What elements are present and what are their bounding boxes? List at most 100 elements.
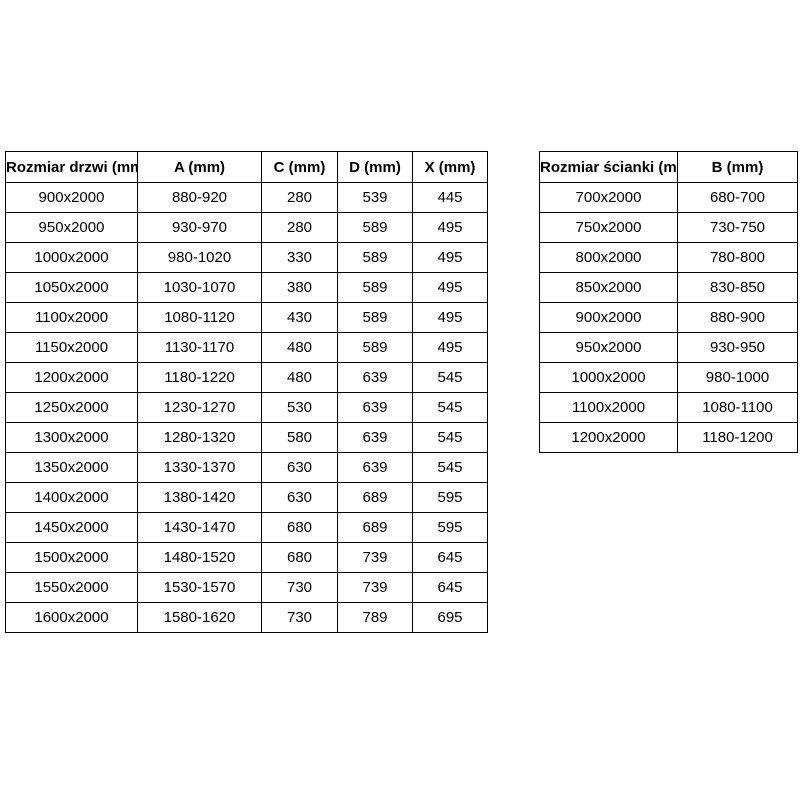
table-cell: 739 [337,572,413,603]
table-cell: 900x2000 [5,182,138,213]
table-cell: 1000x2000 [5,242,138,273]
table-row: 1400x2000 1380-1420 630 689 595 [5,482,488,513]
table-cell: 595 [412,512,488,543]
table-cell: 1030-1070 [137,272,262,303]
table-cell: 689 [337,512,413,543]
table-cell: 689 [337,482,413,513]
table-cell: 495 [412,212,488,243]
table-cell: 680 [261,512,338,543]
table-cell: 495 [412,332,488,363]
table-cell: 695 [412,602,488,633]
table-cell: 480 [261,332,338,363]
table-cell: 1180-1200 [677,422,798,453]
header-row: Rozmiar drzwi (mm) A (mm) C (mm) D (mm) X (m… [5,151,488,183]
table-cell: 639 [337,422,413,453]
header-row: Rozmiar ścianki (mm)B (mm) [539,151,798,183]
table-cell: 589 [337,332,413,363]
table-row: 950x2000 930-970 280 589 495 [5,212,488,243]
table-cell: 539 [337,182,413,213]
table-cell: 680 [261,542,338,573]
table-cell: 1200x2000 [539,422,678,453]
table-cell: 900x2000 [539,302,678,333]
column-header: Rozmiar ścianki (mm) [539,151,678,183]
table-cell: 630 [261,452,338,483]
table-row: 1050x2000 1030-1070 380 589 495 [5,272,488,303]
table-cell: 700x2000 [539,182,678,213]
table-row: 1250x2000 1230-1270 530 639 545 [5,392,488,423]
table-row: 1100x2000 1080-1120 430 589 495 [5,302,488,333]
table-cell: 495 [412,272,488,303]
table-cell: 639 [337,362,413,393]
table-cell: 1430-1470 [137,512,262,543]
table-cell: 645 [412,542,488,573]
column-header: Rozmiar drzwi (mm) [5,151,138,183]
column-header: D (mm) [337,151,413,183]
table-cell: 789 [337,602,413,633]
table-row: 1500x2000 1480-1520 680 739 645 [5,542,488,573]
table-cell: 580 [261,422,338,453]
table-row: 850x2000 830-850 [539,272,798,303]
column-header: B (mm) [677,151,798,183]
table-cell: 445 [412,182,488,213]
table-cell: 1350x2000 [5,452,138,483]
table-cell: 1200x2000 [5,362,138,393]
table-cell: 930-970 [137,212,262,243]
table-cell: 639 [337,452,413,483]
table-cell: 950x2000 [5,212,138,243]
table-cell: 1580-1620 [137,602,262,633]
table-row: 1100x2000 1080-1100 [539,392,798,423]
table-row: 800x2000 780-800 [539,242,798,273]
table-row: 1350x2000 1330-1370 630 639 545 [5,452,488,483]
table-cell: 480 [261,362,338,393]
table-cell: 1100x2000 [5,302,138,333]
table-cell: 545 [412,422,488,453]
table-row: 1300x2000 1280-1320 580 639 545 [5,422,488,453]
table-cell: 780-800 [677,242,798,273]
table-cell: 330 [261,242,338,273]
table-cell: 950x2000 [539,332,678,363]
column-header: C (mm) [261,151,338,183]
table-row: 900x2000 880-920 280 539 445 [5,182,488,213]
table-row: 900x2000 880-900 [539,302,798,333]
table-cell: 1280-1320 [137,422,262,453]
table-cell: 630 [261,482,338,513]
table-cell: 980-1020 [137,242,262,273]
table-cell: 380 [261,272,338,303]
table-cell: 1080-1100 [677,392,798,423]
table-row: 1000x2000 980-1000 [539,362,798,393]
table-cell: 1400x2000 [5,482,138,513]
table-row: 700x2000 680-700 [539,182,798,213]
table-row: 1150x2000 1130-1170 480 589 495 [5,332,488,363]
table-cell: 1130-1170 [137,332,262,363]
table-row: 1550x2000 1530-1570 730 739 645 [5,572,488,603]
table-cell: 1230-1270 [137,392,262,423]
table-cell: 1380-1420 [137,482,262,513]
table-cell: 1330-1370 [137,452,262,483]
table-cell: 1150x2000 [5,332,138,363]
table-cell: 530 [261,392,338,423]
table-cell: 1500x2000 [5,542,138,573]
column-header: A (mm) [137,151,262,183]
table-cell: 880-900 [677,302,798,333]
table-cell: 730 [261,602,338,633]
table-cell: 430 [261,302,338,333]
table-cell: 545 [412,362,488,393]
table-cell: 639 [337,392,413,423]
table-cell: 850x2000 [539,272,678,303]
table-cell: 595 [412,482,488,513]
table-cell: 495 [412,242,488,273]
table-cell: 739 [337,542,413,573]
wall-panel-sizes-table: Rozmiar ścianki (mm)B (mm)700x2000680-70… [539,151,798,453]
table-cell: 800x2000 [539,242,678,273]
table-row: 950x2000 930-950 [539,332,798,363]
table-row: 1450x2000 1430-1470 680 689 595 [5,512,488,543]
table-cell: 495 [412,302,488,333]
table-cell: 830-850 [677,272,798,303]
door-sizes-table: Rozmiar drzwi (mm) A (mm) C (mm) D (mm) X (m… [5,151,488,633]
table-cell: 280 [261,182,338,213]
table-cell: 1080-1120 [137,302,262,333]
table-cell: 930-950 [677,332,798,363]
table-cell: 1250x2000 [5,392,138,423]
table-cell: 280 [261,212,338,243]
table-cell: 589 [337,272,413,303]
